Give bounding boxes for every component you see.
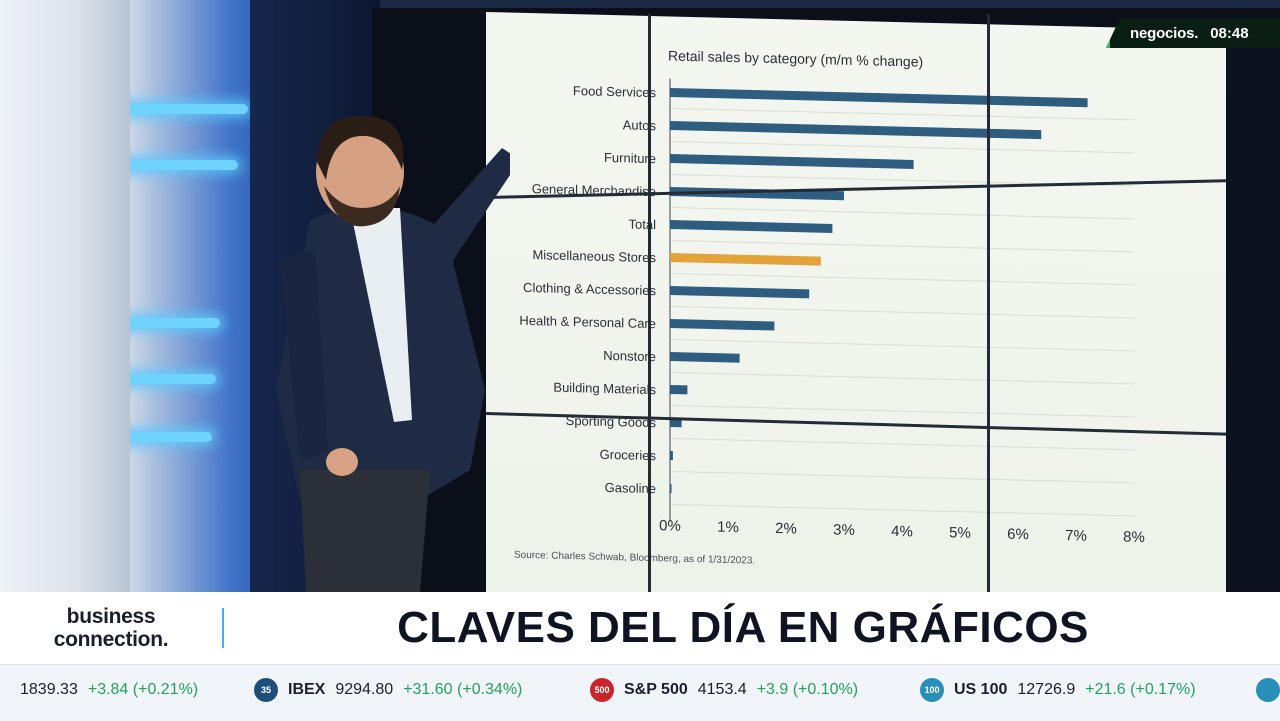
video-wall-edge [1224,20,1280,592]
chart-x-tick-label: 8% [1123,529,1145,547]
ticker-change: +3.9 (+0.10%) [756,681,859,698]
chart-gridline [670,404,1134,418]
chart-gridline [670,239,1134,253]
chart-category-label: Autos [623,117,657,133]
ticker-item: 500 S&P 500 4153.4 +3.9 (+0.10%) [590,678,858,702]
ticker-name: US 100 [954,681,1008,698]
chart-x-ticks: 0% 1% 2% 3% 4% 5% 6% 7% 8% [659,517,1145,546]
ticker-item: 1839.33 +3.84 (+0.21%) [0,678,198,702]
chart-gridline [670,437,1134,451]
ticker-name: IBEX [288,681,326,698]
chart-x-tick-label: 2% [775,520,797,538]
presenter-beard [324,186,400,227]
video-wall-seam [648,14,651,592]
ticker-item: 35 IBEX 9294.80 +31.60 (+0.34%) [254,678,522,702]
chart-gridline [670,305,1134,319]
chart-x-tick-label: 0% [659,517,681,535]
chart-bar [670,450,673,461]
index-badge-icon: 100 [920,678,944,702]
presenter-arm-left [280,250,328,462]
chart-bar [670,252,821,266]
ticker-change: +21.6 (+0.17%) [1085,681,1196,698]
chart-category-label: Total [629,216,657,232]
chart-category-label: Clothing & Accessories [523,280,656,298]
led-strip [98,374,216,384]
lower-third: business connection. CLAVES DEL DÍA EN G… [0,592,1280,664]
chart-category-label: Furniture [604,150,656,166]
chart-bar [670,318,775,331]
chart-category-label: Health & Personal Care [519,313,656,331]
brand-divider [222,608,224,648]
led-strip [90,318,220,328]
chart-category-label: Food Services [573,83,657,100]
chart-canvas: Retail sales by category (m/m % change) … [514,47,1145,567]
led-strip [104,432,212,442]
broadcast-clock: 08:48 [1210,24,1249,42]
chart-bar [670,87,1088,108]
chart-category-label: Gasoline [605,480,656,496]
ticker-change: +3.84 (+0.21%) [87,681,199,698]
chart-gridline [670,206,1134,220]
chart-x-tick-label: 3% [833,521,855,539]
led-strip [66,160,238,170]
chart-gridline [670,140,1134,154]
chart-x-tick-label: 1% [717,519,739,537]
chart-x-tick-label: 7% [1065,527,1087,545]
chart-gridline [670,107,1134,121]
led-strip [58,104,248,114]
ticker-change: +31.60 (+0.34%) [403,681,523,698]
ticker-item: 100 US 100 12726.9 +21.6 (+0.17%) [920,678,1196,702]
chart-x-tick-label: 4% [891,523,913,541]
chart-x-tick-label: 6% [1007,526,1029,544]
network-tag: negocios. 08:48 [1106,18,1280,48]
studio-background: Retail sales by category (m/m % change) … [0,0,1280,592]
headline: CLAVES DEL DÍA EN GRÁFICOS [397,603,1089,652]
chart-category-label: Groceries [600,447,657,463]
presenter-shirt [350,208,412,422]
presenter [276,115,510,592]
chart-gridline [670,272,1134,286]
index-badge-icon: 35 [254,678,278,702]
ticker-value: 1839.33 [20,681,78,698]
chart-category-label: Building Materials [553,380,656,398]
chart-bar [670,384,688,395]
studio-pillar [0,0,130,592]
network-logo: negocios. [1130,24,1199,42]
chart-title: Retail sales by category (m/m % change) [668,47,923,69]
chart-x-tick-label: 5% [949,524,971,542]
chart-gridline [670,371,1134,385]
ticker-value: 9294.80 [335,681,394,698]
brand-line-2: connection. [53,628,169,651]
chart-gridline [670,470,1134,484]
chart-bar [670,285,810,299]
ticker-name: S&P 500 [624,681,688,698]
chart-bar [670,153,914,169]
ticker-value: 4153.4 [697,681,747,698]
presenter-hair [316,115,404,180]
chart-category-label: Nonstore [603,348,656,364]
ticker-item-next [1256,678,1280,702]
brand-line-1: business [66,605,156,628]
chart-gridline [670,338,1134,352]
market-ticker: 1839.33 +3.84 (+0.21%) 35 IBEX 9294.80 +… [0,664,1280,721]
ticker-value: 12726.9 [1017,681,1076,698]
show-brand: business connection. [0,605,222,651]
presenter-trousers [300,470,430,592]
index-badge-icon: 500 [590,678,614,702]
presenter-hand-left [326,448,358,476]
index-badge-icon [1256,678,1280,702]
chart-bar [670,219,833,233]
retail-sales-chart: Retail sales by category (m/m % change) … [486,12,1226,592]
chart-bar [670,483,672,494]
chart-gridline [670,503,1134,517]
chart-bar [670,351,740,363]
chart-category-label: Miscellaneous Stores [532,247,656,265]
chart-bar [670,120,1042,140]
video-wall-seam [987,14,990,592]
chart-source: Source: Charles Schwab, Bloomberg, as of… [514,550,755,567]
chart-grid [669,78,1134,522]
